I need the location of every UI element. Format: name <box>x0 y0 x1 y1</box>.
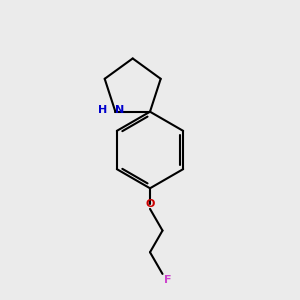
Text: F: F <box>164 275 172 285</box>
Text: O: O <box>145 199 155 208</box>
Text: H: H <box>98 105 107 115</box>
Text: N: N <box>116 105 124 115</box>
